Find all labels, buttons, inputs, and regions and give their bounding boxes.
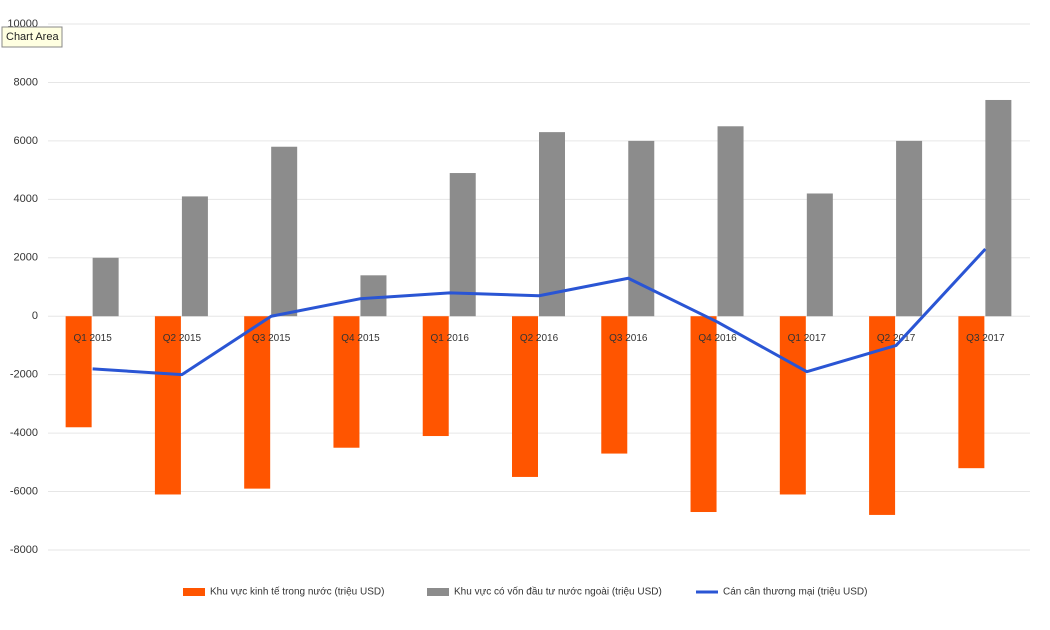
y-tick-label: -6000: [10, 485, 38, 497]
bar: [806, 193, 833, 317]
bar: [422, 316, 449, 437]
y-tick-label: -8000: [10, 544, 38, 556]
legend-swatch: [427, 588, 449, 596]
bar: [690, 316, 717, 513]
bar: [601, 316, 628, 454]
x-tick-label: Q1 2016: [431, 333, 470, 344]
x-tick-label: Q3 2017: [966, 333, 1005, 344]
y-tick-label: 4000: [14, 193, 38, 205]
y-tick-label: 2000: [14, 252, 38, 264]
line: [92, 247, 987, 377]
x-tick-label: Q4 2015: [341, 333, 380, 344]
bar: [779, 316, 806, 495]
x-tick-label: Q3 2016: [609, 333, 648, 344]
bar: [539, 132, 565, 317]
legend-label: Khu vực kinh tế trong nước (triệu USD): [210, 586, 384, 598]
y-tick-label: -2000: [10, 369, 38, 381]
bar: [271, 146, 298, 317]
bar: [92, 257, 119, 317]
bar: [896, 140, 923, 317]
x-tick-label: Q2 2016: [520, 333, 559, 344]
x-tick-label: Q3 2015: [252, 333, 291, 344]
bar: [181, 196, 208, 317]
bar: [360, 275, 387, 317]
legend-label: Cán cân thương mại (triệu USD): [723, 587, 867, 598]
legend-swatch: [183, 588, 205, 596]
y-tick-label: 8000: [14, 76, 38, 88]
tooltip-box: [1, 26, 63, 48]
tooltip-text: Chart Area: [6, 31, 59, 43]
bar: [333, 316, 360, 448]
x-tick-label: Q2 2017: [877, 333, 916, 344]
x-tick-label: Q1 2017: [788, 333, 827, 344]
x-tick-label: Q2 2015: [163, 333, 202, 344]
bar: [628, 140, 655, 317]
legend-label: Khu vực có vốn đầu tư nước ngoài (triệu …: [454, 586, 662, 598]
bar: [958, 316, 985, 469]
plot-area: -8000-6000-4000-200002000400060008000100…: [7, 18, 1030, 556]
legend: Khu vực kinh tế trong nước (triệu USD) Kh…: [183, 586, 867, 598]
bar: [717, 126, 744, 317]
bar: [985, 99, 1012, 317]
bar: [65, 316, 92, 428]
bar: [512, 316, 538, 477]
tooltip: Chart Area: [1, 26, 63, 48]
y-tick-label: 6000: [14, 135, 38, 147]
y-tick-label: 0: [32, 310, 38, 322]
bar: [244, 316, 271, 489]
x-tick-label: Q4 2016: [698, 333, 737, 344]
y-tick-label: -4000: [10, 427, 38, 439]
x-tick-label: Q1 2015: [73, 333, 112, 344]
bar: [154, 316, 181, 495]
